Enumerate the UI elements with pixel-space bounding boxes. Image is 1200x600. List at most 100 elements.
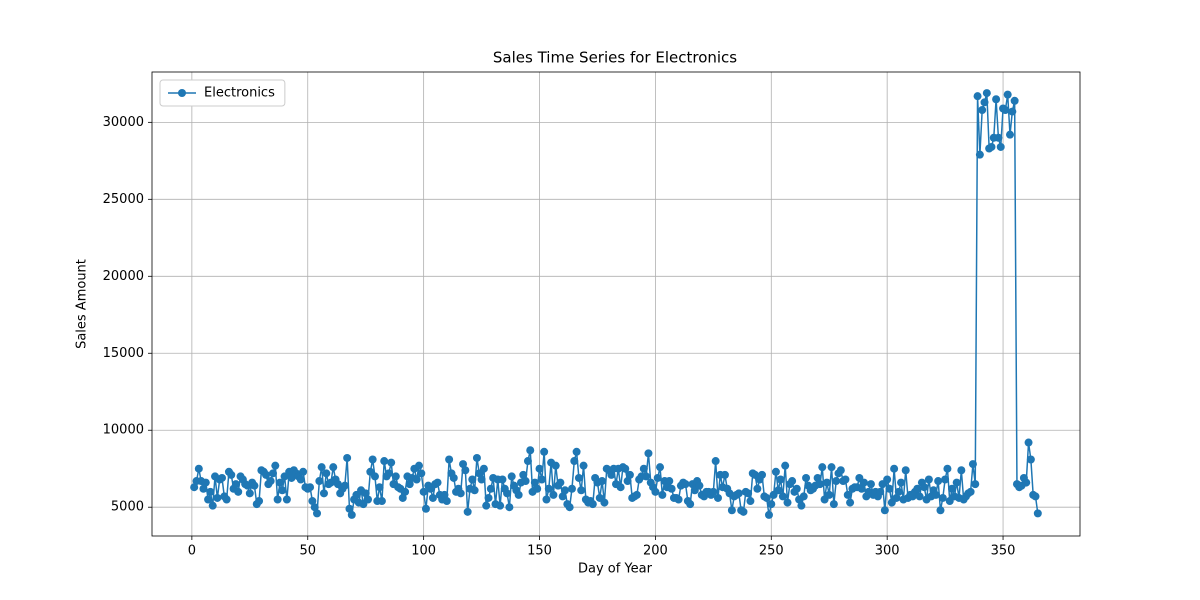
data-point bbox=[744, 489, 753, 498]
data-point bbox=[561, 486, 570, 495]
x-tick-label: 50 bbox=[299, 544, 316, 559]
data-point bbox=[764, 510, 773, 519]
data-point bbox=[825, 490, 834, 499]
y-tick-label: 25000 bbox=[103, 192, 144, 207]
data-point bbox=[758, 470, 767, 479]
data-point bbox=[859, 478, 868, 487]
data-point bbox=[686, 500, 695, 509]
data-point bbox=[412, 475, 421, 484]
data-point bbox=[401, 487, 410, 496]
data-point bbox=[788, 477, 797, 486]
data-point bbox=[204, 495, 213, 504]
data-point bbox=[1001, 106, 1010, 115]
data-point bbox=[199, 484, 208, 493]
x-tick-label: 300 bbox=[875, 544, 900, 559]
data-point bbox=[894, 487, 903, 496]
data-point bbox=[771, 467, 780, 476]
data-point bbox=[885, 484, 894, 493]
data-point bbox=[987, 142, 996, 151]
data-point bbox=[461, 466, 470, 475]
data-point bbox=[644, 449, 653, 458]
data-point bbox=[994, 133, 1003, 142]
data-point bbox=[537, 475, 546, 484]
data-point bbox=[343, 453, 352, 462]
data-point bbox=[370, 472, 379, 481]
series-line bbox=[193, 92, 1039, 518]
data-point bbox=[753, 484, 762, 493]
data-point bbox=[1008, 107, 1017, 116]
data-point bbox=[829, 500, 838, 509]
data-point bbox=[797, 501, 806, 510]
data-point bbox=[709, 487, 718, 496]
data-point bbox=[421, 504, 430, 513]
data-point bbox=[456, 489, 465, 498]
data-point bbox=[217, 473, 226, 482]
legend-marker bbox=[178, 89, 186, 97]
data-point bbox=[665, 477, 674, 486]
data-point bbox=[519, 470, 528, 479]
data-point bbox=[607, 470, 616, 479]
data-point bbox=[880, 506, 889, 515]
data-point bbox=[892, 493, 901, 502]
data-point bbox=[658, 490, 667, 499]
data-point bbox=[598, 477, 607, 486]
data-point bbox=[971, 480, 980, 489]
x-tick-label: 250 bbox=[759, 544, 784, 559]
data-point bbox=[966, 487, 975, 496]
data-point bbox=[980, 98, 989, 107]
data-point bbox=[667, 484, 676, 493]
data-point bbox=[417, 469, 426, 478]
data-point bbox=[778, 492, 787, 501]
data-point bbox=[915, 492, 924, 501]
data-point bbox=[299, 467, 308, 476]
data-point bbox=[739, 507, 748, 516]
data-point bbox=[503, 489, 512, 498]
data-point bbox=[815, 480, 824, 489]
data-point bbox=[227, 470, 236, 479]
y-tick-label: 10000 bbox=[103, 423, 144, 438]
y-axis-label: Sales Amount bbox=[75, 259, 90, 349]
data-point bbox=[836, 466, 845, 475]
data-point bbox=[952, 478, 961, 487]
data-point bbox=[479, 464, 488, 473]
data-point bbox=[440, 490, 449, 499]
data-point bbox=[588, 500, 597, 509]
data-point bbox=[639, 464, 648, 473]
data-point bbox=[577, 486, 586, 495]
data-point bbox=[924, 475, 933, 484]
data-point bbox=[521, 477, 530, 486]
data-point bbox=[781, 461, 790, 470]
x-tick-label: 100 bbox=[411, 544, 436, 559]
data-point bbox=[514, 490, 523, 499]
data-point bbox=[799, 492, 808, 501]
data-point bbox=[1031, 492, 1040, 501]
data-point bbox=[822, 478, 831, 487]
chart-title: Sales Time Series for Electronics bbox=[493, 49, 737, 67]
data-point bbox=[792, 484, 801, 493]
data-point bbox=[827, 463, 836, 472]
data-point bbox=[368, 455, 377, 464]
data-point bbox=[565, 503, 574, 512]
data-point bbox=[206, 487, 215, 496]
data-point bbox=[322, 469, 331, 478]
data-point bbox=[498, 475, 507, 484]
data-point bbox=[623, 477, 632, 486]
x-axis-label: Day of Year bbox=[578, 562, 653, 577]
data-point bbox=[621, 464, 630, 473]
data-point bbox=[992, 95, 1001, 104]
data-point bbox=[734, 489, 743, 498]
data-point bbox=[250, 481, 259, 490]
data-point bbox=[642, 472, 651, 481]
data-point bbox=[526, 446, 535, 455]
y-tick-label: 30000 bbox=[103, 115, 144, 130]
data-point bbox=[530, 478, 539, 487]
data-point bbox=[347, 510, 356, 519]
data-point bbox=[275, 478, 284, 487]
x-tick-label: 350 bbox=[991, 544, 1016, 559]
data-point bbox=[542, 495, 551, 504]
data-point bbox=[713, 493, 722, 502]
data-point bbox=[1003, 90, 1012, 99]
data-point bbox=[273, 495, 282, 504]
data-point bbox=[377, 497, 386, 506]
data-point bbox=[890, 464, 899, 473]
